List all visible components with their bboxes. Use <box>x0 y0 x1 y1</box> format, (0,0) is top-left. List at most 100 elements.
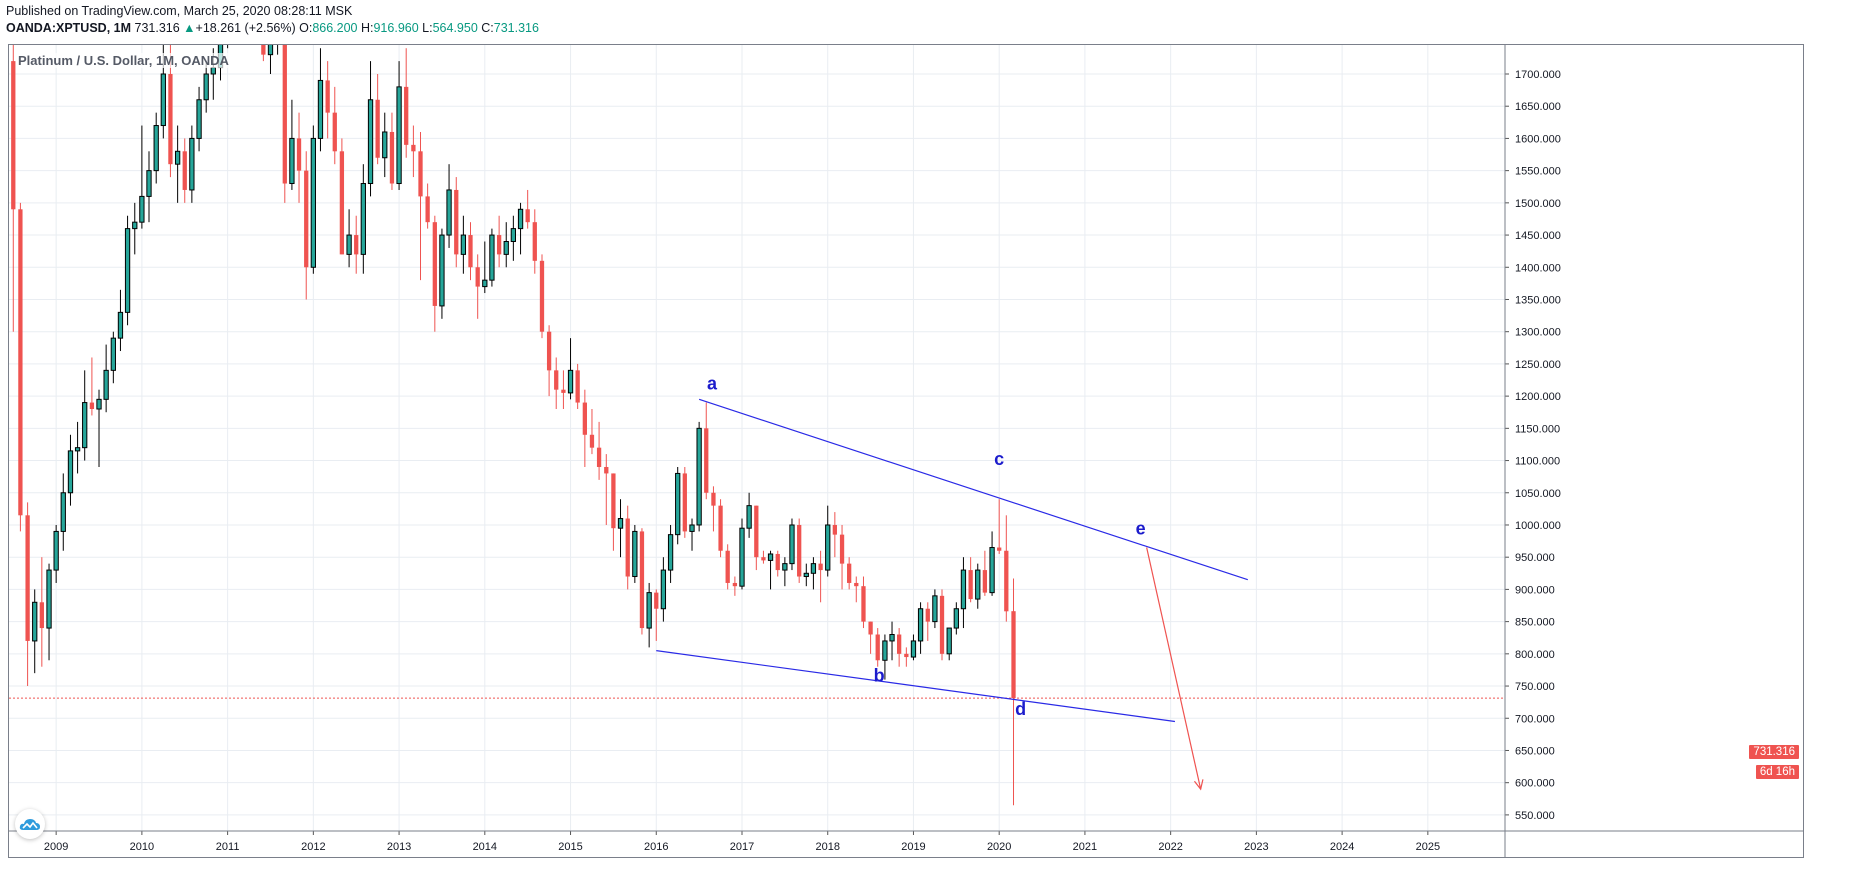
x-tick-label: 2015 <box>558 841 582 853</box>
candle-body <box>525 209 530 223</box>
candle-body <box>360 183 366 255</box>
x-tick-label: 2018 <box>815 841 839 853</box>
candle-body <box>539 260 545 332</box>
candle-body <box>139 195 145 223</box>
wave-label-a: a <box>707 374 718 394</box>
candle-body <box>468 235 473 268</box>
candle-body <box>103 369 109 400</box>
y-tick-label: 600.000 <box>1515 778 1555 790</box>
candle-body <box>25 515 30 641</box>
candle-body <box>960 569 967 610</box>
candle-body <box>904 653 909 658</box>
candle-body <box>317 79 324 139</box>
candle-body <box>375 99 380 158</box>
candle-body <box>332 112 337 152</box>
candle-body <box>82 402 88 449</box>
tradingview-cloud-icon[interactable] <box>15 809 45 839</box>
chart-container[interactable]: 550.000 600.000 650.000 700.000 750.000 800.0… <box>8 44 1804 858</box>
candle-body <box>975 569 981 600</box>
candle-body <box>839 534 845 564</box>
candle-body <box>939 595 945 654</box>
y-tick-label: 1500.000 <box>1515 198 1561 210</box>
candle-body <box>604 466 609 474</box>
candle-body <box>460 234 467 255</box>
candle-body <box>110 337 116 371</box>
x-tick-label: 2024 <box>1330 841 1354 853</box>
candle-body <box>489 234 495 281</box>
y-tick-label: 1650.000 <box>1515 101 1561 113</box>
candle-body <box>174 150 181 165</box>
y-tick-label: 1000.000 <box>1515 520 1561 532</box>
wave-label-d: d <box>1015 699 1026 719</box>
candle-body <box>367 99 374 185</box>
y-tick-label: 1550.000 <box>1515 166 1561 178</box>
candle-body <box>639 531 645 629</box>
candle-body <box>196 99 202 139</box>
candle-body <box>946 627 952 655</box>
candle-body <box>418 151 423 197</box>
projection-arrow-line <box>1146 547 1202 790</box>
candle-body <box>803 572 809 578</box>
candle-body <box>261 45 266 55</box>
candle-body <box>832 524 837 535</box>
y-tick-label: 1150.000 <box>1515 423 1560 435</box>
candle-body <box>561 389 566 393</box>
candle-body <box>267 45 274 56</box>
close-value: 731.316 <box>493 21 539 35</box>
candle-body <box>968 570 973 600</box>
candle-body <box>596 447 602 467</box>
candle-body <box>454 189 459 255</box>
candle-body <box>117 311 124 339</box>
candle-body <box>39 602 44 629</box>
candle-body <box>411 144 416 152</box>
candle-body <box>704 428 709 493</box>
symbol-name[interactable]: OANDA:XPTUSD, 1M <box>6 21 132 35</box>
y-tick-label: 850.000 <box>1515 617 1555 629</box>
candle-body <box>782 563 788 571</box>
candle-body <box>182 151 187 190</box>
candle-body <box>818 563 823 571</box>
candle-body <box>854 582 859 587</box>
candle-body <box>432 222 437 306</box>
candle-body <box>589 434 595 448</box>
candle-body <box>354 235 359 255</box>
candle-body <box>60 492 66 532</box>
candle-body <box>46 569 52 629</box>
candle-body <box>475 267 480 287</box>
candle-body <box>997 547 1002 551</box>
y-tick-label: 1050.000 <box>1515 488 1561 500</box>
candle-body <box>660 569 667 610</box>
candle-body <box>496 235 502 255</box>
x-tick-label: 2014 <box>473 841 497 853</box>
high-label: H: <box>360 21 374 35</box>
candle-body <box>889 634 895 642</box>
candle-body <box>382 131 388 159</box>
candle-body <box>517 208 524 230</box>
candle-body <box>625 518 630 577</box>
candle-body <box>725 550 730 583</box>
change-up-icon: ▲ <box>183 21 196 35</box>
candle-body <box>825 524 831 571</box>
current-price-tag: 731.316 <box>1749 745 1799 759</box>
candle-body <box>732 582 738 587</box>
candle-body <box>546 331 552 371</box>
candle-body <box>425 196 430 223</box>
published-banner: Published on TradingView.com, March 25, … <box>6 4 353 18</box>
open-value: 866.200 <box>312 21 358 35</box>
candle-body <box>989 547 995 594</box>
y-tick-label: 650.000 <box>1515 745 1555 757</box>
candle-body <box>446 189 452 236</box>
candle-body <box>89 402 95 410</box>
chart-canvas[interactable]: 550.000 600.000 650.000 700.000 750.000 800.0… <box>9 45 1804 858</box>
candle-body <box>847 563 852 583</box>
candle-body <box>1004 550 1009 612</box>
candle-body <box>67 450 74 494</box>
x-tick-label: 2011 <box>216 841 240 853</box>
candle-body <box>654 592 659 609</box>
candle-body <box>739 527 745 587</box>
y-tick-label: 1600.000 <box>1515 133 1561 145</box>
candle-body <box>325 80 330 113</box>
x-tick-label: 2021 <box>1073 841 1097 853</box>
candle-body <box>575 370 580 403</box>
candle-body <box>767 553 774 561</box>
